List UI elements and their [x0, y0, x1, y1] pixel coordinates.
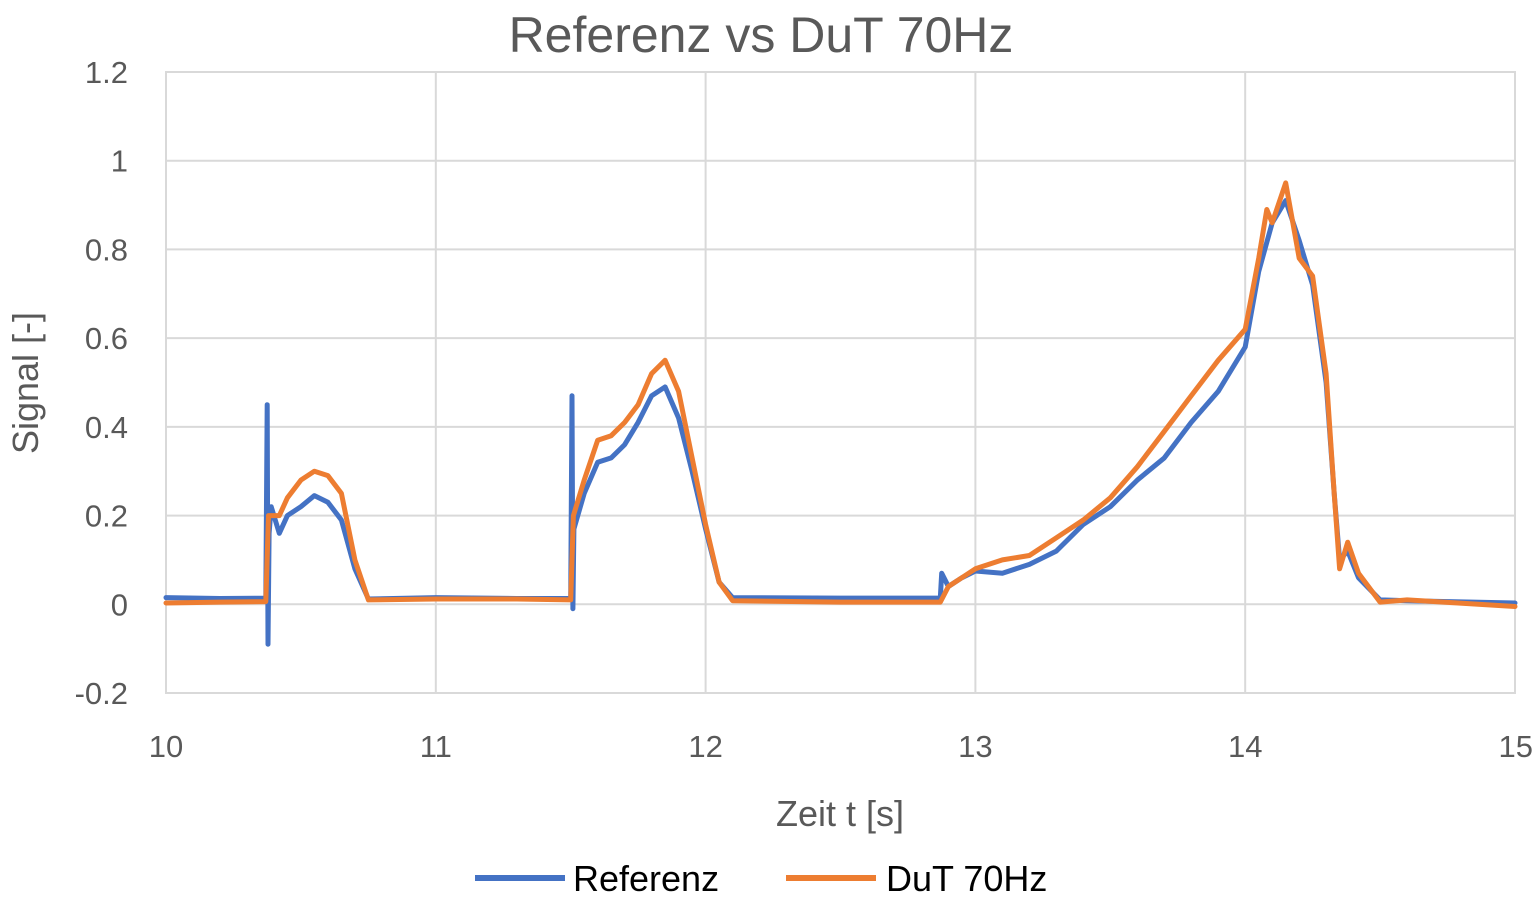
x-tick-label: 14 [1228, 729, 1262, 764]
x-axis-ticks: 10 11 12 13 14 15 [149, 729, 1533, 764]
x-tick-label: 11 [420, 729, 452, 764]
y-tick-label: 0.6 [85, 321, 128, 356]
y-tick-label: 0.8 [85, 232, 128, 267]
series-lines [163, 180, 1518, 647]
x-tick-label: 12 [688, 729, 722, 764]
plot-area-border [165, 71, 1516, 694]
y-tick-label: 0.4 [85, 410, 128, 445]
y-tick-label: -0.2 [75, 676, 128, 711]
y-axis-ticks: -0.2 0 0.2 0.4 0.6 0.8 1 1.2 [75, 55, 128, 711]
y-tick-label: 1.2 [85, 55, 128, 90]
x-tick-label: 15 [1499, 729, 1533, 764]
x-axis-title: Zeit t [s] [776, 793, 904, 834]
series-line-referenz [163, 198, 1518, 647]
legend: Referenz DuT 70Hz [475, 858, 1047, 897]
series-line-dut-70hz [163, 180, 1518, 609]
y-tick-label: 1 [111, 144, 128, 179]
chart-title: Referenz vs DuT 70Hz [509, 7, 1014, 63]
legend-label-referenz: Referenz [573, 858, 719, 897]
x-tick-label: 10 [149, 729, 183, 764]
y-axis-title: Signal [-] [5, 312, 46, 454]
y-tick-label: 0.2 [85, 499, 128, 534]
y-tick-label: 0 [111, 587, 128, 622]
x-tick-label: 13 [958, 729, 992, 764]
legend-label-dut-70hz: DuT 70Hz [886, 858, 1047, 897]
